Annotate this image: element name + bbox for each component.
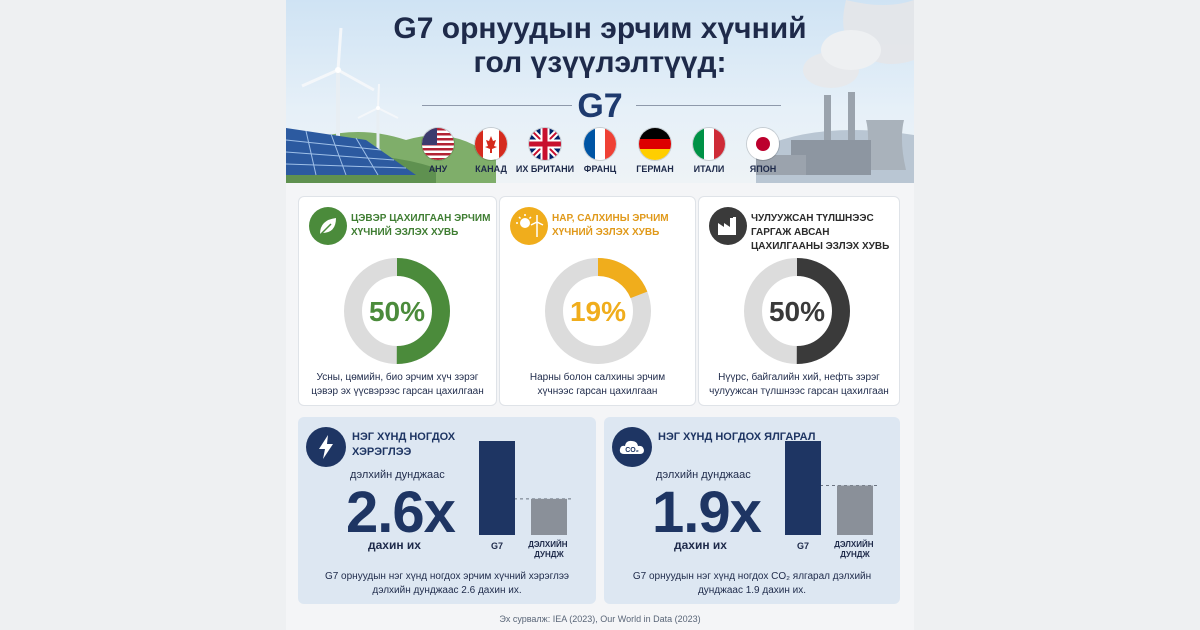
divider-left	[422, 105, 572, 106]
card-title: ЦЭВЭР ЦАХИЛГААН ЭРЧИМ ХҮЧНИЙ ЭЗЛЭХ ХУВЬ	[351, 213, 491, 238]
donut-value-label: 50%	[769, 296, 825, 327]
stat-subtitle: дэлхийн дунджаас	[656, 469, 751, 481]
country-label: КАНАД	[475, 164, 507, 174]
stat-subtitle: дэлхийн дунджаас	[350, 469, 445, 481]
italy-flag-icon	[693, 128, 725, 160]
co2-cloud-icon: CO₂	[612, 427, 652, 467]
source-note: Эх сурвалж: IEA (2023), Our World in Dat…	[499, 614, 701, 624]
donut-value-label: 50%	[369, 296, 425, 327]
card-description: Нүүрс, байгалийн хий, нефть зэрэг чулууж…	[709, 372, 889, 397]
donut-arc	[545, 258, 651, 364]
divider-right	[636, 105, 781, 106]
consumption-card: НЭГ ХҮНД НОГДОХ ХЭРЭГЛЭЭ дэлхийн дунджаа…	[298, 417, 596, 604]
header-banner: G7 орнуудын эрчим хүчний гол үзүүлэлтүүд…	[286, 0, 914, 183]
country-label: ИТАЛИ	[693, 164, 725, 174]
donut-arc	[344, 258, 450, 364]
bar-world-average	[531, 498, 567, 535]
country-label: АНУ	[428, 164, 448, 174]
country-flags: АНУ КАНАД	[286, 128, 914, 180]
energy-landscape-illustration	[286, 0, 914, 183]
fossil-electricity-card: ЧУЛУУЖСАН ТҮЛШНЭЭС ГАРГАЖ АВСАН ЦАХИЛГАА…	[698, 196, 900, 406]
country-germany: ГЕРМАН	[620, 128, 690, 174]
bar-g7	[785, 441, 821, 535]
country-uk: ИХ БРИТАНИ	[510, 128, 580, 174]
country-japan: ЯПОН	[728, 128, 798, 174]
comparison-bar-chart: G7 ДЭЛХИЙН ДУНДЖ	[785, 441, 879, 559]
uk-flag-icon	[529, 128, 561, 160]
donut-value-label: 19%	[570, 296, 626, 327]
g7-heading: G7	[286, 88, 914, 124]
title-line-2: гол үзүүлэлтүүд:	[473, 46, 727, 79]
usa-flag-icon	[422, 128, 454, 160]
stat-multiplier: 1.9x	[652, 480, 762, 545]
title-line-1: G7 орнуудын эрчим хүчний	[393, 12, 807, 45]
bar-label-world-line1: ДЭЛХИЙН	[528, 540, 568, 549]
country-italy: ИТАЛИ	[674, 128, 744, 174]
country-label: ИХ БРИТАНИ	[515, 164, 575, 174]
germany-flag-icon	[639, 128, 671, 160]
solar-wind-card: НАР, САЛХИНЫ ЭРЧИМ ХҮЧНИЙ ЭЗЛЭХ ХУВЬ 19%…	[499, 196, 696, 406]
bar-label-world-line2: ДУНДЖ	[840, 550, 870, 559]
stat-multiplier: 2.6x	[346, 480, 456, 545]
country-label: ЯПОН	[749, 164, 777, 174]
card-title: НАР, САЛХИНЫ ЭРЧИМ ХҮЧНИЙ ЭЗЛЭХ ХУВЬ	[552, 213, 669, 238]
donut-chart: 50%	[344, 258, 450, 364]
lightning-icon	[306, 427, 346, 467]
stat-title: НЭГ ХҮНД НОГДОХ ХЭРЭГЛЭЭ	[352, 431, 456, 458]
france-flag-icon	[584, 128, 616, 160]
bar-world-average	[837, 485, 873, 535]
leaf-icon	[309, 207, 347, 245]
bar-label-g7: G7	[491, 541, 503, 551]
emissions-card: CO₂ НЭГ ХҮНД НОГДОХ ЯЛГАРАЛ дэлхийн дунд…	[604, 417, 900, 604]
japan-flag-icon	[747, 128, 779, 160]
card-description: Нарны болон салхины эрчим хүчнээс гарсан…	[529, 372, 666, 397]
card-title: ЧУЛУУЖСАН ТҮЛШНЭЭС ГАРГАЖ АВСАН ЦАХИЛГАА…	[751, 213, 890, 252]
canada-flag-icon	[475, 128, 507, 160]
stat-title: НЭГ ХҮНД НОГДОХ ЯЛГАРАЛ	[658, 431, 816, 443]
svg-text:CO₂: CO₂	[625, 447, 639, 454]
stat-footnote: G7 орнуудын нэг хүнд ногдох CO₂ ялгарал …	[632, 571, 872, 596]
bar-label-world-line2: ДУНДЖ	[534, 550, 564, 559]
country-label: ФРАНЦ	[583, 164, 617, 174]
clean-electricity-card: ЦЭВЭР ЦАХИЛГААН ЭРЧИМ ХҮЧНИЙ ЭЗЛЭХ ХУВЬ …	[298, 196, 497, 406]
donut-chart: 50%	[744, 258, 850, 364]
bar-label-world-line1: ДЭЛХИЙН	[834, 540, 874, 549]
bar-g7	[479, 441, 515, 535]
card-description: Усны, цөмийн, био эрчим хүч зэрэг цэвэр …	[311, 372, 484, 397]
comparison-bar-chart: G7 ДЭЛХИЙН ДУНДЖ	[479, 441, 573, 559]
group-label: G7	[577, 87, 623, 125]
country-usa: АНУ	[403, 128, 473, 174]
country-canada: КАНАД	[456, 128, 526, 174]
bar-label-world: ДЭЛХИЙН ДУНДЖ	[834, 540, 876, 559]
donut-chart: 19%	[545, 258, 651, 364]
country-france: ФРАНЦ	[565, 128, 635, 174]
infographic: G7 орнуудын эрчим хүчний гол үзүүлэлтүүд…	[286, 0, 914, 630]
bar-label-g7: G7	[797, 541, 809, 551]
stat-times-label: дахин их	[674, 538, 727, 552]
country-label: ГЕРМАН	[636, 164, 674, 174]
stat-footnote: G7 орнуудын нэг хүнд ногдох эрчим хүчний…	[324, 571, 570, 596]
sun-wind-icon	[510, 207, 548, 245]
page-title: G7 орнуудын эрчим хүчний гол үзүүлэлтүүд…	[286, 12, 914, 80]
bar-label-world: ДЭЛХИЙН ДУНДЖ	[528, 540, 570, 559]
factory-icon	[709, 207, 747, 245]
stat-times-label: дахин их	[368, 538, 421, 552]
donut-arc	[744, 258, 850, 364]
